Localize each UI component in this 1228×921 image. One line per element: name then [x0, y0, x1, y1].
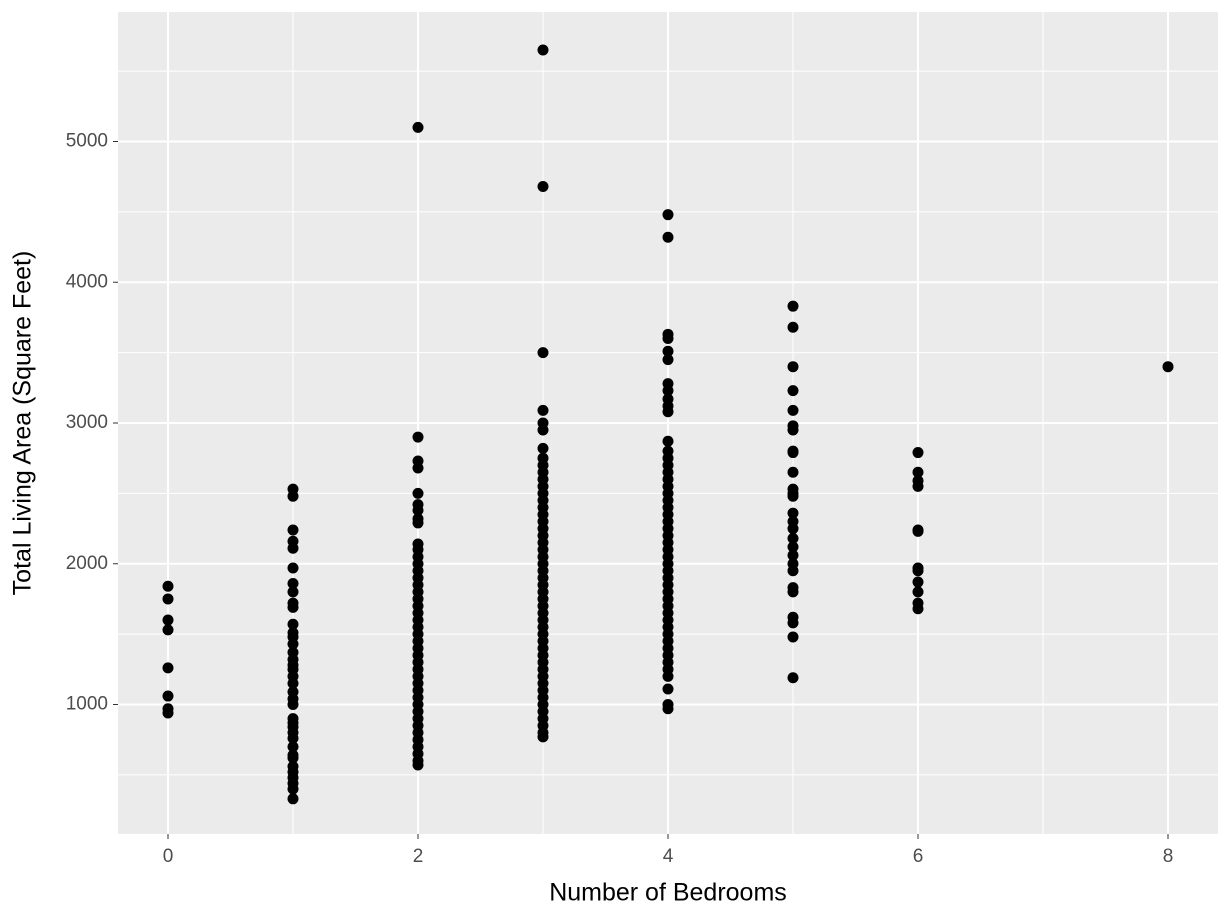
x-tick-label: 0: [163, 846, 174, 867]
point: [1162, 361, 1174, 373]
point: [287, 638, 299, 650]
point: [662, 670, 674, 682]
point: [662, 683, 674, 695]
point: [287, 783, 299, 795]
point: [412, 504, 424, 516]
point: [287, 732, 299, 744]
point: [287, 542, 299, 554]
point: [287, 490, 299, 502]
point: [662, 209, 674, 221]
point: [162, 690, 174, 702]
point: [537, 442, 549, 454]
point: [912, 586, 924, 598]
point: [537, 181, 549, 193]
point: [537, 347, 549, 359]
point: [287, 699, 299, 711]
point: [662, 435, 674, 447]
point: [662, 354, 674, 366]
x-tick-label: 4: [663, 846, 674, 867]
point: [787, 549, 799, 561]
point: [662, 406, 674, 418]
point: [287, 618, 299, 630]
point: [287, 601, 299, 613]
point: [662, 345, 674, 357]
point: [787, 507, 799, 519]
point: [537, 731, 549, 743]
point: [287, 586, 299, 598]
point: [787, 424, 799, 436]
point: [287, 741, 299, 753]
x-tick-label: 8: [1163, 846, 1174, 867]
point: [412, 487, 424, 499]
y-tick-label: 3000: [66, 412, 108, 433]
point: [412, 462, 424, 474]
y-tick-label: 1000: [66, 694, 108, 715]
point: [412, 517, 424, 529]
point: [162, 580, 174, 592]
point: [537, 44, 549, 56]
point: [787, 404, 799, 416]
point: [662, 231, 674, 243]
point: [662, 385, 674, 397]
point: [912, 603, 924, 615]
point: [912, 565, 924, 577]
point: [537, 424, 549, 436]
point: [537, 404, 549, 416]
point: [287, 562, 299, 574]
point: [787, 300, 799, 312]
point: [787, 523, 799, 535]
point: [287, 677, 299, 689]
point: [912, 466, 924, 478]
x-axis-title: Number of Bedrooms: [549, 879, 787, 907]
point: [787, 490, 799, 502]
point: [912, 480, 924, 492]
point: [912, 447, 924, 459]
point: [787, 672, 799, 684]
point: [412, 759, 424, 771]
y-tick-label: 5000: [66, 131, 108, 152]
point: [162, 707, 174, 719]
point: [787, 631, 799, 643]
x-tick-label: 2: [413, 846, 424, 867]
point: [412, 431, 424, 443]
point: [662, 703, 674, 715]
point: [162, 662, 174, 674]
point: [162, 614, 174, 626]
point: [787, 532, 799, 544]
point: [787, 541, 799, 553]
point: [287, 793, 299, 805]
point: [787, 447, 799, 459]
point: [912, 525, 924, 537]
point: [287, 524, 299, 536]
point: [412, 121, 424, 133]
point: [787, 385, 799, 397]
point: [787, 565, 799, 577]
point: [162, 593, 174, 605]
y-tick-label: 4000: [66, 271, 108, 292]
point: [287, 752, 299, 764]
point: [787, 617, 799, 629]
point: [787, 361, 799, 373]
y-tick-label: 2000: [66, 553, 108, 574]
point: [287, 577, 299, 589]
point: [912, 576, 924, 588]
point: [787, 466, 799, 478]
point: [662, 333, 674, 345]
x-tick-label: 6: [913, 846, 924, 867]
y-axis-title: Total Living Area (Square Feet): [9, 251, 37, 596]
point: [787, 321, 799, 333]
point: [162, 624, 174, 636]
point: [787, 586, 799, 598]
